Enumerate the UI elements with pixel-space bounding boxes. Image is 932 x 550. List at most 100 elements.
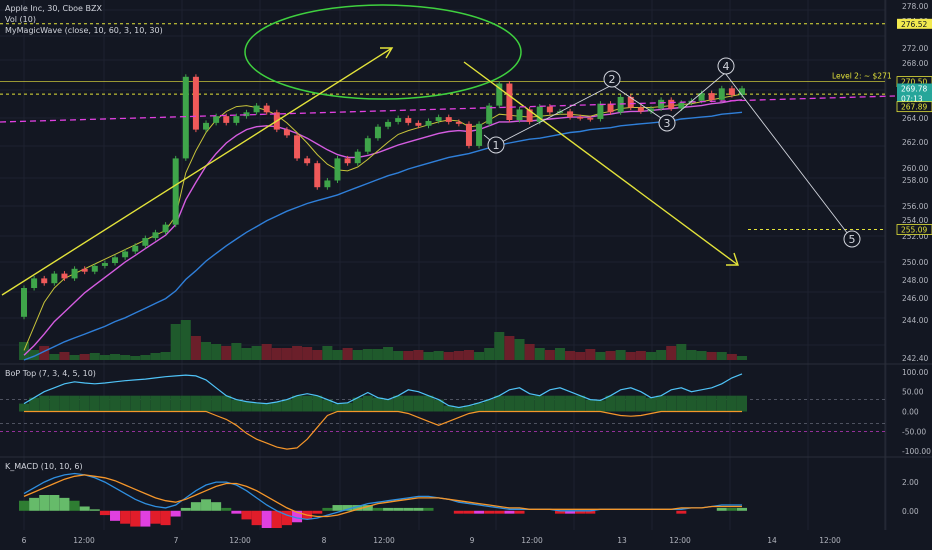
volume-bar-7	[89, 353, 100, 360]
candle-21	[233, 116, 240, 123]
macd-hist-29	[312, 510, 323, 514]
volume-bar-60	[625, 352, 636, 360]
volume-bar-25	[271, 348, 282, 360]
bop-bar-35	[372, 397, 383, 412]
bop-bar-27	[292, 395, 303, 412]
y-tick-7: 260.00	[902, 164, 928, 173]
bop-bar-39	[413, 395, 424, 412]
volume-bar-58	[605, 351, 616, 360]
candle-46	[486, 105, 493, 124]
x-tick-0: 6	[22, 536, 27, 545]
candle-52	[546, 106, 553, 113]
bop-bar-55	[575, 395, 586, 412]
x-tick-2: 7	[174, 536, 179, 545]
bop-bar-45	[474, 402, 485, 412]
macd-hist-44	[463, 510, 474, 514]
candle-48	[506, 83, 513, 120]
bop-bar-23	[251, 402, 262, 412]
volume-bars	[19, 320, 747, 360]
macd-hist-30	[322, 507, 333, 511]
macd-hist-19	[211, 502, 222, 511]
candle-55	[577, 117, 584, 119]
candle-64	[668, 99, 675, 109]
bop-bar-37	[393, 395, 404, 412]
candle-71	[739, 88, 745, 96]
candle-23	[253, 105, 260, 113]
bop-bar-59	[615, 395, 626, 412]
bop-bar-13	[150, 395, 161, 412]
volume-bar-50	[524, 344, 535, 360]
volume-bar-26	[281, 348, 292, 360]
price-axis: 278.00274.00272.00268.00266.00264.00262.…	[896, 2, 932, 516]
macd-hist-25	[271, 510, 282, 528]
volume-label: Vol (10)	[5, 15, 36, 24]
bop-bar-52	[544, 395, 555, 412]
candle-33	[354, 151, 361, 164]
macd-hist-33	[352, 505, 363, 511]
candles	[21, 74, 745, 320]
volume-bar-55	[575, 352, 586, 360]
volume-bar-71	[737, 356, 747, 360]
ma-mid-line	[23, 99, 743, 356]
bop-bar-2	[39, 395, 50, 412]
bop-tick-0: 100.00	[902, 368, 928, 377]
volume-bar-47	[494, 332, 505, 360]
volume-bar-12	[140, 355, 151, 360]
macd-hist-53	[554, 510, 565, 514]
macd-hist-34	[362, 505, 373, 511]
y-tick-12: 250.00	[902, 258, 928, 267]
bop-bar-69	[716, 395, 727, 412]
wave-label-3: 3	[664, 117, 671, 130]
volume-bar-2	[39, 346, 50, 360]
wave-label-5: 5	[849, 233, 856, 246]
candle-17	[192, 76, 199, 130]
macd-hist-46	[484, 510, 495, 514]
bop-bar-6	[79, 395, 90, 412]
candle-30	[324, 180, 331, 188]
volume-bar-30	[322, 346, 333, 360]
candle-32	[344, 158, 351, 164]
wave-circle-2	[603, 70, 621, 88]
macd-hist-1	[29, 497, 40, 511]
macd-hist-5	[69, 500, 80, 511]
bop-bar-56	[585, 399, 596, 412]
volume-bar-8	[99, 355, 110, 360]
bop-bar-47	[494, 395, 505, 412]
volume-bar-70	[726, 354, 737, 360]
volume-bar-41	[433, 351, 444, 360]
candle-70	[728, 88, 735, 96]
candle-56	[587, 118, 594, 120]
volume-bar-13	[150, 353, 161, 360]
y-tick-3: 268.00	[902, 59, 928, 68]
price-label-box-0	[897, 18, 932, 29]
price-label-box-5	[896, 224, 932, 235]
candle-54	[567, 111, 574, 118]
x-tick-5: 12:00	[373, 536, 395, 545]
volume-bar-35	[372, 349, 383, 360]
candle-37	[395, 118, 402, 122]
bop-bar-41	[433, 399, 444, 412]
candle-44	[465, 123, 472, 146]
macd-hist-48	[504, 510, 515, 514]
bop-line-1	[23, 373, 743, 409]
macd-hist-2	[39, 495, 50, 511]
candle-31	[334, 158, 341, 181]
y-tick-0: 278.00	[902, 2, 928, 11]
bop-bar-15	[170, 395, 181, 412]
wave-circle-1	[487, 136, 505, 154]
macd-hist-12	[140, 510, 151, 527]
bop-bar-49	[514, 395, 525, 412]
volume-bar-28	[302, 347, 313, 360]
bop-bar-5	[69, 395, 80, 412]
x-tick-6: 9	[470, 536, 475, 545]
bop-bar-12	[140, 395, 151, 412]
trend-arrow-up	[1, 47, 393, 296]
volume-bar-59	[615, 350, 626, 360]
candle-10	[122, 251, 129, 258]
wave-label-4: 4	[723, 60, 730, 73]
y-tick-9: 256.00	[902, 202, 928, 211]
macd-hist-21	[231, 510, 242, 514]
bop-bar-28	[302, 395, 313, 412]
wave-label-2: 2	[609, 73, 616, 86]
bop-bar-67	[696, 395, 707, 412]
